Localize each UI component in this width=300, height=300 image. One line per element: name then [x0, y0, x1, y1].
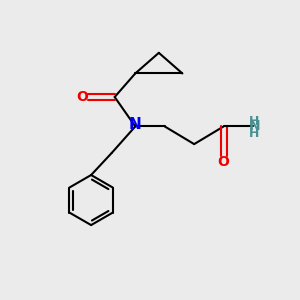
Text: O: O: [76, 90, 88, 104]
Text: H: H: [249, 127, 260, 140]
Text: H: H: [249, 115, 260, 128]
Text: N: N: [249, 119, 260, 134]
Text: O: O: [218, 155, 230, 170]
Text: N: N: [129, 118, 142, 133]
